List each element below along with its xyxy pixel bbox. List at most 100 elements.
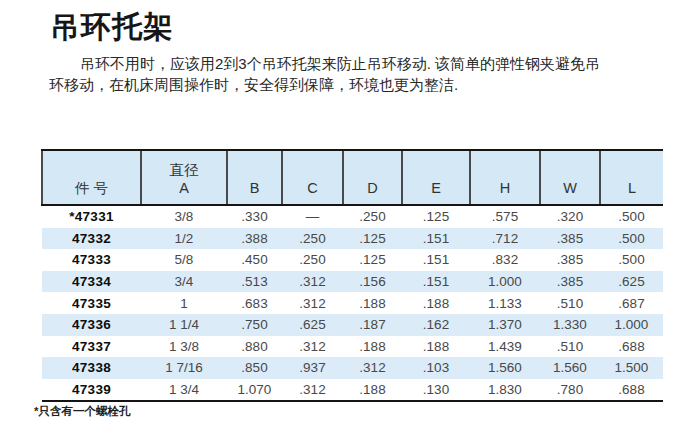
value-cell: .625: [600, 271, 663, 293]
value-cell: .250: [282, 228, 343, 250]
value-cell: .312: [282, 336, 343, 358]
intro-paragraph-line-1: 吊环不用时，应该用2到3个吊环托架来防止吊环移动. 该简单的弹性钢夹避免吊: [49, 54, 665, 75]
part-number-cell: 47334: [42, 271, 141, 293]
value-cell: 1.370: [470, 314, 540, 336]
value-cell: .312: [282, 292, 343, 314]
value-cell: .385: [540, 271, 600, 293]
value-cell: .385: [540, 228, 600, 250]
footnote: *只含有一个螺栓孔: [34, 404, 130, 419]
value-cell: .850: [227, 357, 282, 379]
value-cell: .687: [600, 292, 663, 314]
table-row: 47339 1 3/4 1.070 .312 .188 .130 1.830 .…: [42, 379, 663, 402]
value-cell: 3/8: [141, 205, 227, 228]
value-cell: .130: [402, 379, 470, 402]
value-cell: —: [282, 205, 343, 228]
value-cell: .513: [227, 271, 282, 293]
value-cell: .312: [282, 271, 343, 293]
page-title: 吊环托架: [50, 7, 174, 48]
value-cell: .683: [227, 292, 282, 314]
part-number-cell: 47337: [42, 336, 141, 358]
part-number-cell: 47335: [42, 292, 141, 314]
value-cell: .330: [227, 205, 282, 228]
table-row: 47333 5/8 .450 .250 .125 .151 .832 .385 …: [42, 249, 663, 271]
value-cell: .162: [402, 314, 470, 336]
value-cell: .780: [540, 379, 600, 402]
table-row: 47336 1 1/4 .750 .625 .187 .162 1.370 1.…: [42, 314, 663, 336]
value-cell: .188: [402, 336, 470, 358]
value-cell: .250: [282, 249, 343, 271]
value-cell: .575: [470, 205, 540, 228]
value-cell: 1 7/16: [141, 357, 227, 379]
table-row: 47332 1/2 .388 .250 .125 .151 .712 .385 …: [42, 228, 663, 250]
value-cell: .188: [343, 292, 402, 314]
value-cell: .125: [402, 205, 470, 228]
value-cell: .712: [470, 228, 540, 250]
value-cell: .832: [470, 249, 540, 271]
column-header-c: C: [282, 150, 343, 205]
table-row: 47334 3/4 .513 .312 .156 .151 1.000 .385…: [42, 271, 663, 293]
value-cell: .500: [600, 228, 663, 250]
value-cell: 1.133: [470, 292, 540, 314]
value-cell: .103: [402, 357, 470, 379]
table-row: 47335 1 .683 .312 .188 .188 1.133 .510 .…: [42, 292, 663, 314]
part-number-cell: 47339: [42, 379, 141, 402]
value-cell: .385: [540, 249, 600, 271]
value-cell: 1.000: [600, 314, 663, 336]
column-header-b: B: [227, 150, 282, 205]
value-cell: .937: [282, 357, 343, 379]
column-header-l: L: [600, 150, 663, 205]
value-cell: .125: [343, 249, 402, 271]
column-header-h: H: [470, 150, 540, 205]
value-cell: .250: [343, 205, 402, 228]
spec-table: 件 号 直径 A B C D E H W L *47331 3/8 .330 —…: [41, 149, 663, 402]
value-cell: .510: [540, 292, 600, 314]
value-cell: .500: [600, 249, 663, 271]
value-cell: 1 3/4: [141, 379, 227, 402]
column-header-d: D: [343, 150, 402, 205]
value-cell: 1 3/8: [141, 336, 227, 358]
value-cell: .450: [227, 249, 282, 271]
table-row: 47338 1 7/16 .850 .937 .312 .103 1.560 1…: [42, 357, 663, 379]
value-cell: 1.330: [540, 314, 600, 336]
value-cell: .188: [343, 379, 402, 402]
part-number-cell: 47336: [42, 314, 141, 336]
value-cell: .320: [540, 205, 600, 228]
value-cell: .312: [343, 357, 402, 379]
value-cell: .151: [402, 249, 470, 271]
intro-paragraph: 吊环不用时，应该用2到3个吊环托架来防止吊环移动. 该简单的弹性钢夹避免吊 环移…: [49, 54, 665, 95]
value-cell: 1.560: [470, 357, 540, 379]
column-header-part-number: 件 号: [42, 150, 141, 205]
table-header-row: 件 号 直径 A B C D E H W L: [42, 150, 663, 205]
value-cell: .880: [227, 336, 282, 358]
value-cell: .188: [343, 336, 402, 358]
value-cell: .151: [402, 271, 470, 293]
part-number-cell: 47338: [42, 357, 141, 379]
value-cell: 1.439: [470, 336, 540, 358]
value-cell: .688: [600, 336, 663, 358]
table-row: *47331 3/8 .330 — .250 .125 .575 .320 .5…: [42, 205, 663, 228]
column-header-e: E: [402, 150, 470, 205]
value-cell: .688: [600, 379, 663, 402]
value-cell: .156: [343, 271, 402, 293]
value-cell: 1: [141, 292, 227, 314]
value-cell: .510: [540, 336, 600, 358]
column-header-diameter-a: 直径 A: [141, 150, 227, 205]
intro-paragraph-line-2: 环移动，在机床周围操作时，安全得到保障，环境也更为整洁.: [49, 75, 665, 96]
value-cell: .187: [343, 314, 402, 336]
value-cell: .500: [600, 205, 663, 228]
value-cell: .312: [282, 379, 343, 402]
part-number-cell: *47331: [42, 205, 141, 228]
part-number-cell: 47332: [42, 228, 141, 250]
value-cell: .151: [402, 228, 470, 250]
value-cell: .625: [282, 314, 343, 336]
value-cell: 1.500: [600, 357, 663, 379]
value-cell: .388: [227, 228, 282, 250]
value-cell: 1 1/4: [141, 314, 227, 336]
value-cell: 1.560: [540, 357, 600, 379]
value-cell: 5/8: [141, 249, 227, 271]
value-cell: .750: [227, 314, 282, 336]
value-cell: 1.830: [470, 379, 540, 402]
value-cell: 3/4: [141, 271, 227, 293]
value-cell: 1.000: [470, 271, 540, 293]
part-number-cell: 47333: [42, 249, 141, 271]
